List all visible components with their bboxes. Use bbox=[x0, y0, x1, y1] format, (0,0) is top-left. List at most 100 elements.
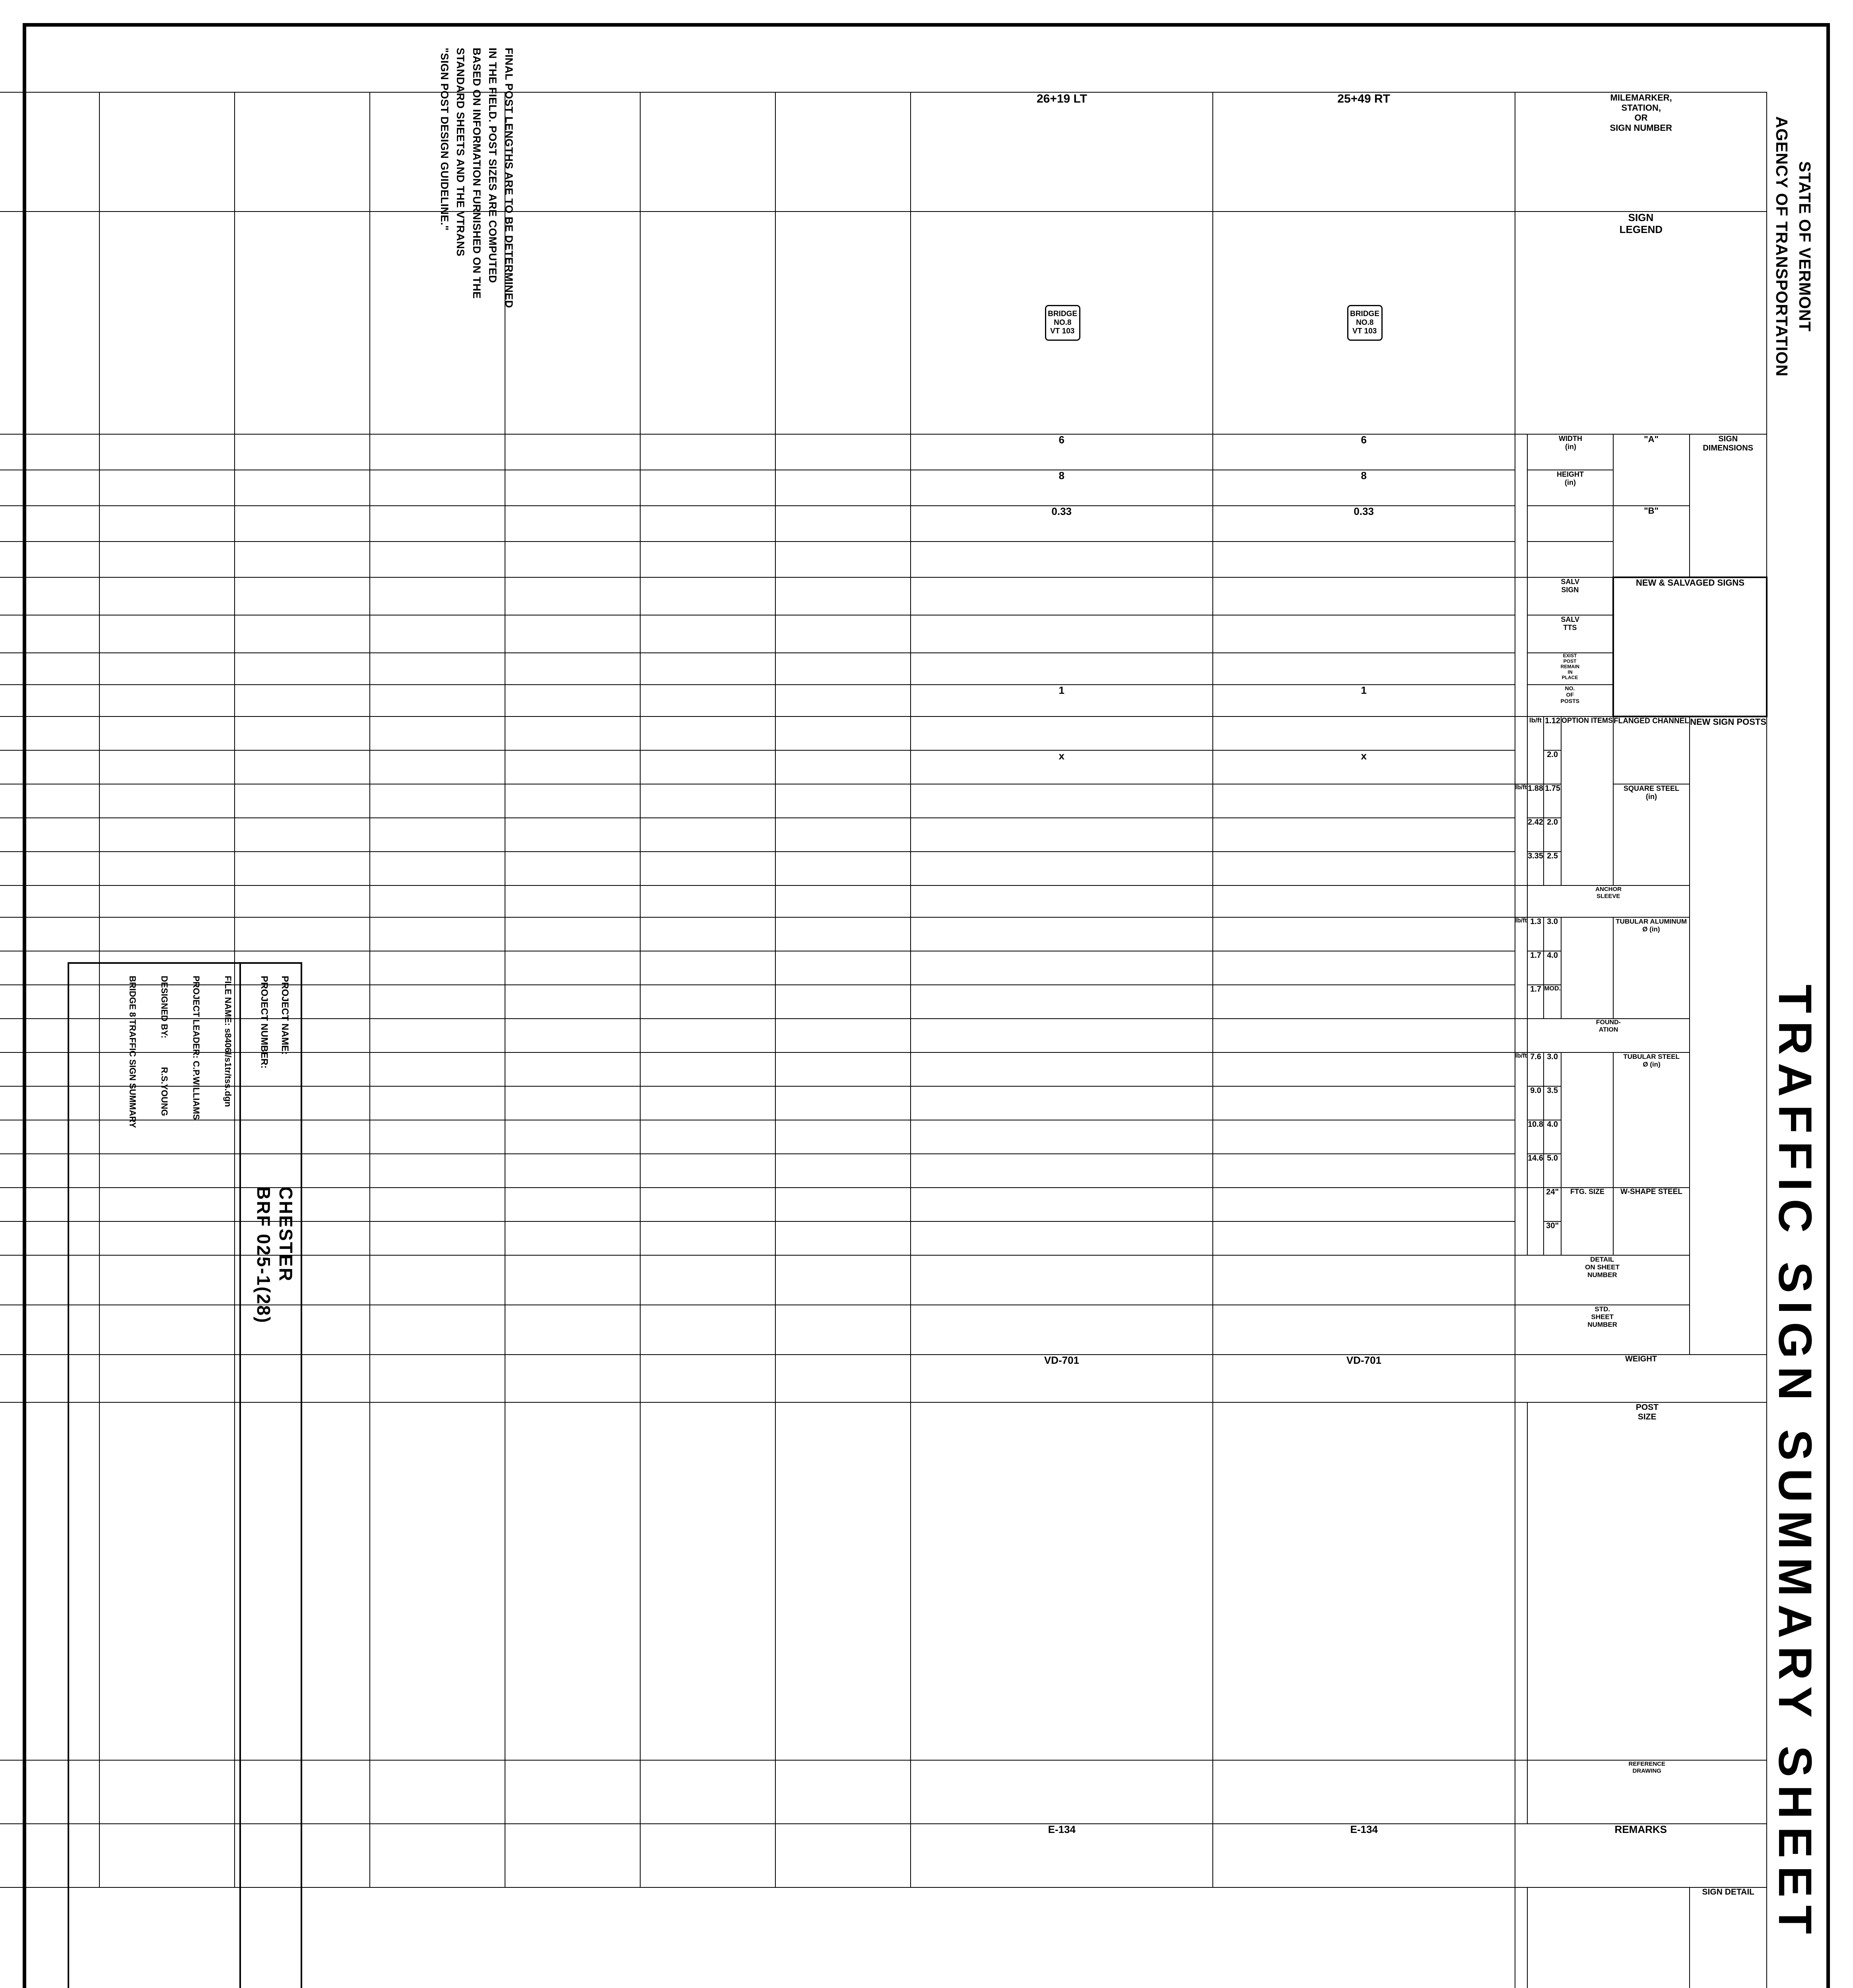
th-tubular-steel: TUBULAR STEEL Ø (in) bbox=[1613, 1052, 1690, 1188]
cell-blank bbox=[505, 1255, 641, 1305]
cell-blank bbox=[775, 885, 911, 917]
cell-blank bbox=[640, 784, 776, 818]
cell-blank bbox=[640, 985, 776, 1019]
file-name-label: FILE NAME: bbox=[223, 976, 233, 1026]
cell-blank bbox=[640, 685, 776, 716]
cell-blank bbox=[99, 818, 235, 852]
cell-blank bbox=[775, 685, 911, 716]
cell-blank bbox=[505, 1402, 641, 1760]
cell-steel-30 bbox=[911, 1052, 1213, 1086]
cell-blank bbox=[505, 542, 641, 577]
cell-blank bbox=[775, 506, 911, 542]
th-salv-tts: SALV TTS bbox=[1527, 615, 1614, 653]
th-weight: WEIGHT bbox=[1515, 1355, 1767, 1402]
th-detail-blank bbox=[1515, 1887, 1528, 1988]
sheet-subject: BRIDGE 8 TRAFFIC SIGN SUMMARY bbox=[128, 976, 138, 1128]
cell-blank bbox=[0, 653, 100, 685]
cell-blank bbox=[0, 212, 100, 434]
cell-blank bbox=[99, 92, 235, 212]
th-sq-lbft: lb/ft bbox=[1515, 784, 1528, 885]
cell-sq-20 bbox=[911, 818, 1213, 852]
cell-blank bbox=[0, 716, 100, 750]
cell-blank bbox=[640, 212, 776, 434]
cell-blank bbox=[775, 1255, 911, 1305]
cell-blank bbox=[99, 885, 235, 917]
cell-blank bbox=[235, 685, 370, 716]
cell-alum-40-mod bbox=[911, 985, 1213, 1019]
cell-blank bbox=[775, 818, 911, 852]
table-row: 25+49 RT BRIDGE NO.8 VT 103 6 8 0.33 1 x bbox=[1213, 92, 1515, 1988]
cell-sq-175 bbox=[911, 784, 1213, 818]
cell-station: 26+19 LT bbox=[911, 92, 1213, 212]
cell-blank bbox=[0, 818, 100, 852]
th-height-b bbox=[1527, 542, 1614, 577]
cell-blank bbox=[775, 542, 911, 577]
cell-blank bbox=[775, 615, 911, 653]
agency-line-2: AGENCY OF TRANSPORTATION bbox=[1772, 116, 1791, 377]
cell-blank bbox=[235, 885, 370, 917]
cell-blank bbox=[370, 951, 505, 985]
cell-blank bbox=[505, 1824, 641, 1887]
th-steel-w-90: 9.0 bbox=[1527, 1086, 1544, 1120]
page-title: TRAFFIC SIGN SUMMARY SHEET bbox=[1769, 984, 1821, 1942]
cell-width-a: 6 bbox=[1213, 434, 1515, 470]
project-number-label: PROJECT NUMBER: bbox=[259, 976, 270, 1069]
cell-salv-tts bbox=[911, 615, 1213, 653]
cell-blank bbox=[640, 1188, 776, 1221]
cell-blank bbox=[505, 1355, 641, 1402]
cell-blank bbox=[505, 470, 641, 506]
th-refdwg-blank bbox=[1515, 1760, 1528, 1824]
cell-blank bbox=[235, 818, 370, 852]
cell-ftg-24 bbox=[1213, 1188, 1515, 1221]
cell-blank bbox=[505, 784, 641, 818]
th-sq-175: 1.75 bbox=[1544, 784, 1562, 818]
cell-blank bbox=[640, 917, 776, 951]
cell-blank bbox=[640, 1305, 776, 1355]
cell-blank bbox=[640, 852, 776, 885]
cell-salv-tts bbox=[1213, 615, 1515, 653]
th-sq-20: 2.0 bbox=[1544, 818, 1562, 852]
th-alum-lbft: lb/ft bbox=[1515, 917, 1528, 1019]
cell-blank bbox=[235, 852, 370, 885]
cell-blank bbox=[775, 470, 911, 506]
cell-blank bbox=[99, 506, 235, 542]
cell-blank bbox=[505, 212, 641, 434]
cell-blank bbox=[370, 1052, 505, 1086]
cell-alum-40 bbox=[911, 951, 1213, 985]
cell-no-posts: 1 bbox=[911, 684, 1213, 716]
cell-flanged-112 bbox=[1213, 716, 1515, 750]
cell-blank bbox=[775, 212, 911, 434]
cell-blank bbox=[99, 685, 235, 716]
cell-blank bbox=[0, 852, 100, 885]
cell-flanged-20: x bbox=[1213, 750, 1515, 784]
th-steel-35: 3.5 bbox=[1544, 1086, 1562, 1120]
cell-blank bbox=[99, 917, 235, 951]
th-sq-w-188: 1.88 bbox=[1527, 784, 1544, 818]
cell-blank bbox=[99, 542, 235, 577]
th-steel-40: 4.0 bbox=[1544, 1120, 1562, 1154]
cell-blank bbox=[99, 212, 235, 434]
cell-sq-175 bbox=[1213, 784, 1515, 818]
cell-blank bbox=[640, 951, 776, 985]
cell-blank bbox=[640, 1019, 776, 1052]
cell-blank bbox=[99, 716, 235, 750]
cell-blank bbox=[775, 917, 911, 951]
cell-blank bbox=[235, 750, 370, 784]
cell-steel-50 bbox=[911, 1154, 1213, 1188]
cell-exist-post bbox=[911, 653, 1213, 685]
cell-width-a: 6 bbox=[911, 434, 1213, 470]
cell-blank bbox=[775, 1188, 911, 1221]
th-tubular-aluminum: TUBULAR ALUMINUM Ø (in) bbox=[1613, 917, 1690, 1019]
cell-blank bbox=[505, 1086, 641, 1120]
cell-detail-sheet bbox=[911, 1760, 1213, 1824]
cell-blank bbox=[505, 1188, 641, 1221]
cell-blank bbox=[505, 716, 641, 750]
cell-blank bbox=[0, 434, 100, 470]
th-remarks: REMARKS bbox=[1515, 1823, 1767, 1887]
cell-steel-35 bbox=[911, 1086, 1213, 1120]
cell-blank bbox=[0, 542, 100, 577]
cell-area-b bbox=[911, 542, 1213, 577]
th-alum-w-17b: 1.7 bbox=[1527, 985, 1544, 1019]
th-sq-25: 2.5 bbox=[1544, 852, 1562, 885]
